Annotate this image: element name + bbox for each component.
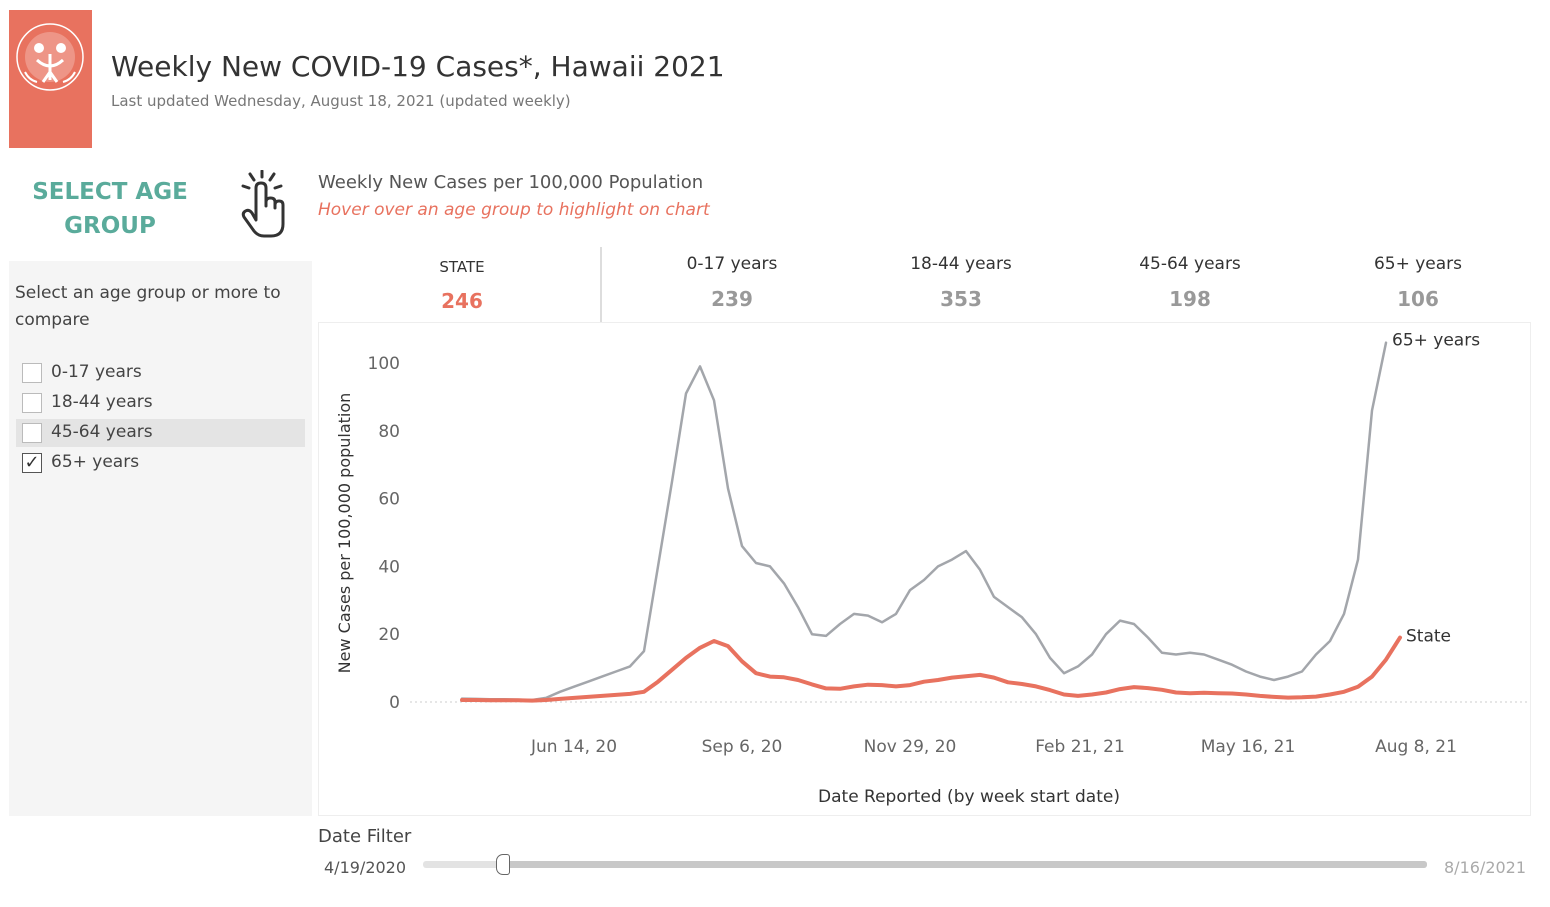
- series-end-label: State: [1406, 627, 1451, 647]
- kpi-label-0-17[interactable]: 0-17 years: [686, 254, 778, 274]
- chart-area: [318, 322, 1531, 816]
- y-tick-label: 0: [389, 693, 400, 713]
- age-option-65-plus[interactable]: ✓ 65+ years: [16, 449, 305, 477]
- date-filter-label: Date Filter: [318, 826, 412, 847]
- chart-hint: Hover over an age group to highlight on …: [318, 200, 710, 220]
- age-option-18-44[interactable]: 18-44 years: [16, 389, 305, 417]
- y-axis-title: New Cases per 100,000 population: [335, 393, 354, 674]
- checkbox[interactable]: [22, 423, 42, 443]
- chart-heading: Weekly New Cases per 100,000 Population: [318, 172, 704, 193]
- checkbox[interactable]: [22, 363, 42, 383]
- kpi-value-65-plus[interactable]: 106: [1397, 287, 1439, 311]
- age-option-label: 0-17 years: [51, 362, 142, 382]
- checkbox[interactable]: [22, 393, 42, 413]
- series-line-state[interactable]: [460, 635, 1402, 703]
- pointing-hand-icon: [232, 169, 294, 240]
- x-axis-title: Date Reported (by week start date): [818, 787, 1120, 807]
- dashboard-title: Weekly New COVID-19 Cases*, Hawaii 2021: [111, 50, 725, 83]
- date-filter-start: 4/19/2020: [324, 858, 407, 877]
- kpi-value-0-17[interactable]: 239: [711, 287, 753, 311]
- date-slider-handle[interactable]: [496, 854, 511, 875]
- x-tick-label: Feb 21, 21: [1035, 737, 1125, 757]
- kpi-divider: [600, 247, 602, 322]
- y-tick-label: 80: [378, 422, 400, 442]
- kpi-label-state: STATE: [439, 258, 485, 276]
- checkbox[interactable]: ✓: [22, 453, 42, 473]
- series-line-age-65-plus[interactable]: [460, 341, 1388, 702]
- age-option-label: 18-44 years: [51, 392, 153, 412]
- series-end-label: 65+ years: [1392, 331, 1480, 351]
- y-tick-label: 20: [378, 625, 400, 645]
- age-option-label: 45-64 years: [51, 422, 153, 442]
- kpi-label-45-64[interactable]: 45-64 years: [1139, 254, 1241, 274]
- kpi-value-45-64[interactable]: 198: [1169, 287, 1211, 311]
- age-group-filter-panel: [9, 261, 312, 816]
- date-slider-range[interactable]: [503, 861, 1427, 868]
- x-tick-label: Nov 29, 20: [864, 737, 957, 757]
- kpi-label-18-44[interactable]: 18-44 years: [910, 254, 1012, 274]
- kpi-value-18-44[interactable]: 353: [940, 287, 982, 311]
- x-tick-label: Aug 8, 21: [1375, 737, 1457, 757]
- last-updated-text: Last updated Wednesday, August 18, 2021 …: [111, 92, 571, 110]
- line-chart: 0 20 40 60 80 100 Jun 14, 20 Sep 6, 20 Nov 29, …: [335, 331, 1529, 807]
- age-option-45-64[interactable]: 45-64 years: [16, 419, 305, 447]
- age-option-label: 65+ years: [51, 452, 140, 472]
- y-tick-label: 100: [368, 354, 400, 374]
- filter-description: Select an age group or more to compare: [15, 283, 281, 330]
- date-filter-end: 8/16/2021: [1444, 858, 1527, 877]
- age-option-0-17[interactable]: 0-17 years: [16, 359, 305, 387]
- x-tick-label: May 16, 21: [1201, 737, 1296, 757]
- health-department-logo: [9, 10, 92, 148]
- kpi-value-state: 246: [441, 289, 483, 313]
- select-age-group-heading: SELECT AGE GROUP: [32, 179, 188, 239]
- x-tick-label: Sep 6, 20: [702, 737, 783, 757]
- kpi-label-65-plus[interactable]: 65+ years: [1373, 254, 1463, 274]
- y-tick-label: 40: [378, 557, 400, 577]
- y-tick-label: 60: [378, 490, 400, 510]
- x-tick-label: Jun 14, 20: [530, 737, 617, 757]
